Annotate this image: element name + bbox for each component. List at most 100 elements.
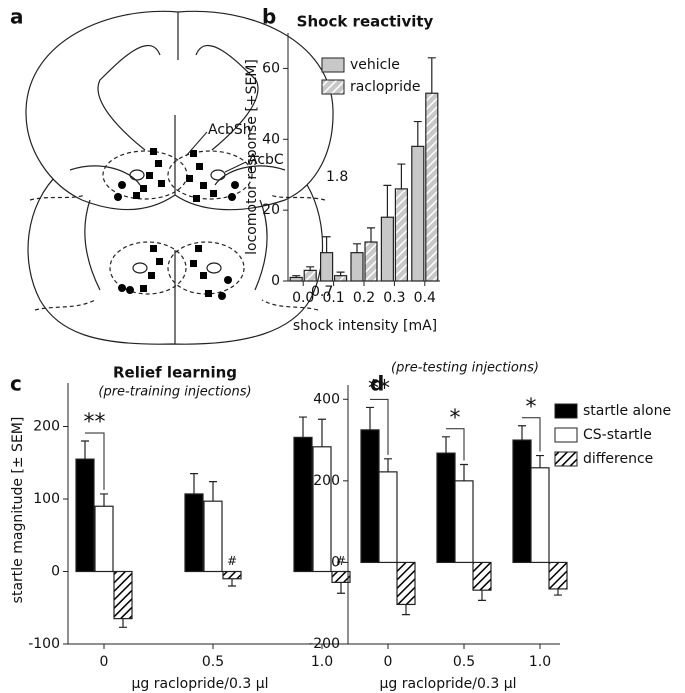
y-tick-label: -200	[308, 636, 340, 652]
bar	[113, 570, 133, 620]
y-tick-label: 0	[331, 554, 340, 570]
error-bar	[397, 163, 406, 189]
legend-label: raclopride	[350, 79, 421, 95]
legend-label: CS-startle	[583, 427, 652, 443]
error-bar	[337, 582, 345, 594]
significance-bracket	[446, 428, 465, 461]
y-tick-label: 100	[33, 491, 60, 507]
x-axis-label: shock intensity [mA]	[293, 318, 437, 334]
x-tick-label: 1.0	[529, 654, 551, 670]
error-bar	[119, 618, 127, 628]
x-tick-label: 0	[384, 654, 393, 670]
error-bar	[442, 436, 450, 454]
error-bar	[460, 463, 468, 481]
legend-swatch	[554, 427, 578, 443]
y-axis-label: locomotor response [+SEM]	[244, 59, 260, 255]
bar	[411, 145, 425, 282]
legend-label: startle alone	[583, 403, 671, 419]
chart-title: Shock reactivity	[297, 13, 434, 31]
legend-label: vehicle	[350, 57, 400, 73]
bar	[94, 505, 114, 573]
x-tick-label: 0.3	[383, 290, 405, 306]
bar	[222, 570, 242, 580]
level-label: 1.8	[326, 169, 348, 185]
x-tick-label: 1.0	[311, 654, 333, 670]
bar	[548, 561, 568, 590]
bar	[378, 471, 398, 564]
bar	[312, 446, 332, 573]
error-bar	[228, 578, 236, 587]
bar	[334, 275, 348, 282]
error-bar	[518, 425, 526, 441]
x-tick-label: 0.1	[322, 290, 344, 306]
y-tick-label: 60	[262, 60, 280, 76]
x-axis-label: µg raclopride/0.3 µl	[380, 676, 517, 692]
y-tick-label: 200	[313, 473, 340, 489]
legend-label: difference	[583, 451, 653, 467]
error-bar	[292, 275, 301, 278]
error-bar	[554, 588, 562, 596]
level-label: 0.7	[311, 284, 333, 300]
panel-letter: a	[10, 5, 24, 29]
bar	[380, 216, 394, 282]
error-bar	[384, 458, 392, 472]
error-bar	[383, 184, 392, 218]
bar	[350, 252, 364, 282]
bar	[320, 252, 334, 282]
difference-label: #	[227, 554, 237, 568]
x-tick-label: 0.4	[414, 290, 436, 306]
bar	[472, 561, 492, 591]
error-bar	[402, 604, 410, 616]
error-bar	[318, 418, 326, 447]
panel-letter: b	[262, 5, 276, 29]
legend-swatch	[321, 57, 345, 73]
error-bar	[413, 120, 422, 147]
x-tick-label: 0.5	[202, 654, 224, 670]
y-tick-label: 20	[262, 202, 280, 218]
bar	[75, 458, 95, 573]
error-bar	[353, 243, 361, 253]
bar	[364, 241, 378, 282]
error-bar	[322, 236, 331, 253]
error-bar	[536, 454, 544, 468]
chart-subtitle: (pre-testing injections)	[391, 361, 539, 376]
error-bar	[190, 473, 198, 494]
region-label: AcbC	[248, 152, 284, 168]
panel-letter: c	[10, 372, 22, 396]
x-tick-label: 0.5	[453, 654, 475, 670]
x-tick-label: 0	[100, 654, 109, 670]
brain-diagram	[25, 10, 334, 345]
error-bar	[367, 227, 375, 243]
error-bar	[478, 590, 486, 601]
x-tick-label: 0.2	[353, 290, 375, 306]
error-bar	[81, 440, 89, 460]
bar	[454, 480, 474, 564]
error-bar	[299, 416, 307, 438]
error-bar	[209, 481, 217, 502]
bar	[331, 570, 351, 583]
legend-swatch	[554, 403, 578, 419]
chart-title: Relief learning	[113, 364, 237, 382]
significance-label: **	[84, 410, 106, 435]
bar	[436, 452, 456, 564]
y-tick-label: 200	[33, 419, 60, 435]
error-bar	[306, 266, 315, 271]
error-bar	[427, 57, 436, 94]
region-label: AcbSh	[208, 122, 252, 138]
significance-bracket	[85, 432, 105, 490]
y-tick-label: 40	[262, 131, 280, 147]
legend-swatch	[321, 79, 345, 95]
bar	[303, 269, 317, 282]
difference-label: #	[336, 554, 346, 568]
x-tick-label: 0.0	[292, 290, 314, 306]
bar	[530, 467, 550, 564]
significance-bracket	[522, 417, 541, 452]
x-axis-label: µg raclopride/0.3 µl	[132, 676, 269, 692]
y-tick-label: 0	[51, 564, 60, 580]
panel-letter: d	[370, 372, 384, 396]
bar	[184, 493, 204, 573]
y-axis-label: startle magnitude [± SEM]	[10, 417, 26, 604]
significance-label: **	[368, 376, 390, 401]
error-bar	[366, 406, 374, 430]
